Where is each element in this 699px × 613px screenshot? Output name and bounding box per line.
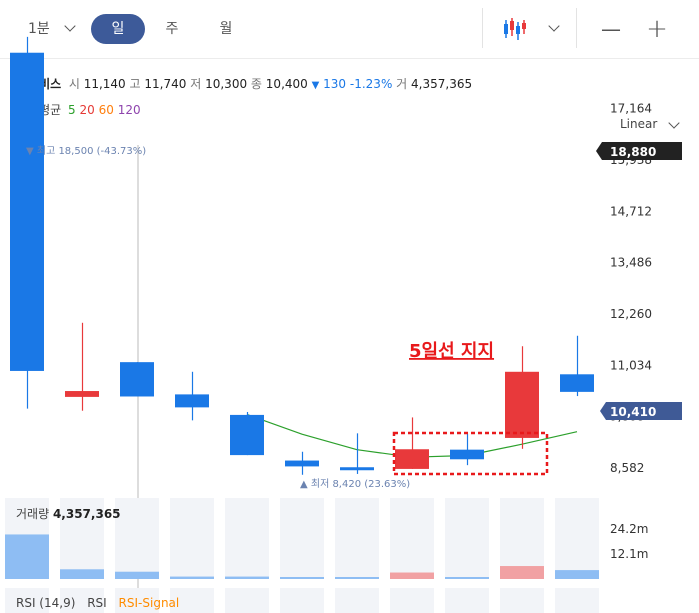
zoom-out-button[interactable]: —: [601, 17, 621, 41]
rsi-slot: [280, 588, 324, 613]
rsi-slot: [5, 588, 49, 613]
volume-bar: [170, 576, 214, 579]
candle-body: [560, 374, 594, 392]
y-tick-label: 11,034: [610, 358, 652, 372]
volume-slot: [390, 498, 434, 579]
volume-bar: [115, 571, 159, 579]
candle-body: [120, 362, 154, 397]
volume-slot: [335, 498, 379, 579]
interval-selector[interactable]: 1분: [18, 14, 84, 44]
ma-60: 60: [98, 103, 114, 117]
rsi-label: RSI (14,9): [16, 596, 76, 610]
high-value: 11,740: [144, 77, 187, 91]
volume-slot: [115, 498, 159, 579]
y-tick-label: 14,712: [610, 204, 652, 218]
volume-bar: [390, 572, 434, 579]
change-value: 130: [323, 77, 347, 91]
volume-bar: [280, 577, 324, 579]
toolbar-border: [0, 58, 699, 59]
close-value: 10,400: [265, 77, 308, 91]
volume-bar: [445, 577, 489, 579]
quote-info: 웨이비스 시 11,140 고 11,740 저 10,300 종 10,400…: [17, 75, 472, 92]
rsi-slot: [225, 588, 269, 613]
candle-body: [65, 391, 99, 397]
support-highlight-box: [392, 431, 549, 476]
rsi-series-label: RSI: [87, 596, 107, 610]
volume-bar: [60, 569, 104, 579]
change-percent: -1.23%: [349, 77, 393, 91]
volume-panel-label: 거래량 4,357,365: [16, 505, 121, 522]
open-value: 11,140: [83, 77, 126, 91]
rsi-legend[interactable]: RSI (14,9) RSI RSI-Signal: [16, 596, 179, 610]
candle-body: [10, 52, 44, 371]
ma-120: 120: [117, 103, 141, 117]
candlestick-icon: [504, 18, 526, 40]
volume-slot: [500, 498, 544, 579]
price-tag-current-text: 10,410: [610, 405, 656, 419]
volume-panel-value: 4,357,365: [52, 507, 121, 521]
candle-body: [230, 414, 264, 456]
volume-value: 4,357,365: [411, 77, 473, 91]
rsi-slot: [335, 588, 379, 613]
volume-bar: [5, 534, 49, 579]
rsi-slot: [445, 588, 489, 613]
price-tag-top-text: 18,880: [610, 145, 656, 159]
volume-slot: [555, 498, 599, 579]
toolbar-divider: [576, 8, 577, 48]
ma-5: 5: [68, 103, 76, 117]
volume-slot: [170, 498, 214, 579]
scale-label: Linear: [620, 117, 658, 131]
candle-body: [395, 449, 429, 469]
volume-axis-label-mid: 12.1m: [610, 547, 648, 561]
annotation-text: 5일선 지지: [409, 341, 494, 362]
rsi-slot: [390, 588, 434, 613]
chart-type-button[interactable]: [500, 14, 564, 44]
y-tick-label: 8,582: [610, 461, 644, 475]
price-tag-current: 10,410: [600, 402, 682, 420]
tab-week[interactable]: 주: [165, 21, 179, 37]
volume-slot: [280, 498, 324, 579]
ma-20: 20: [79, 103, 95, 117]
price-tag-top: 18,880: [596, 142, 682, 160]
low-value: 10,300: [205, 77, 248, 91]
volume-slot: [225, 498, 269, 579]
candle-body: [340, 467, 374, 471]
volume-bar: [225, 576, 269, 579]
volume-slot: [60, 498, 104, 579]
volume-axis-label-top: 24.2m: [610, 522, 648, 536]
high-marker-label: ▼ 최고 18,500 (-43.73%): [26, 145, 146, 157]
rsi-slot: [500, 588, 544, 613]
volume-bar: [500, 566, 544, 579]
volume-bar: [335, 577, 379, 579]
rsi-slot: [60, 588, 104, 613]
scale-selector[interactable]: Linear: [620, 117, 680, 131]
zoom-in-button[interactable]: +: [646, 14, 668, 44]
rsi-slot: [115, 588, 159, 613]
toolbar-divider: [482, 8, 483, 48]
rsi-slot: [170, 588, 214, 613]
change-arrow: ▼: [311, 80, 320, 91]
volume-bar: [555, 570, 599, 579]
y-tick-label: 12,260: [610, 307, 652, 321]
candle-body: [285, 460, 319, 467]
tab-month[interactable]: 월: [219, 21, 233, 37]
volume-slot: [445, 498, 489, 579]
candle-body: [450, 449, 484, 460]
candle-body: [505, 371, 539, 438]
y-tick-label: 13,486: [610, 256, 652, 270]
y-tick-label: 17,164: [610, 102, 652, 116]
interval-label: 1분: [28, 21, 50, 37]
tab-day[interactable]: 일: [91, 14, 145, 44]
candle-body: [175, 394, 209, 408]
low-marker-label: ▲ 최저 8,420 (23.63%): [300, 478, 410, 490]
rsi-slot: [555, 588, 599, 613]
volume-label: 거래량: [16, 507, 50, 521]
rsi-signal-label: RSI-Signal: [118, 596, 180, 610]
